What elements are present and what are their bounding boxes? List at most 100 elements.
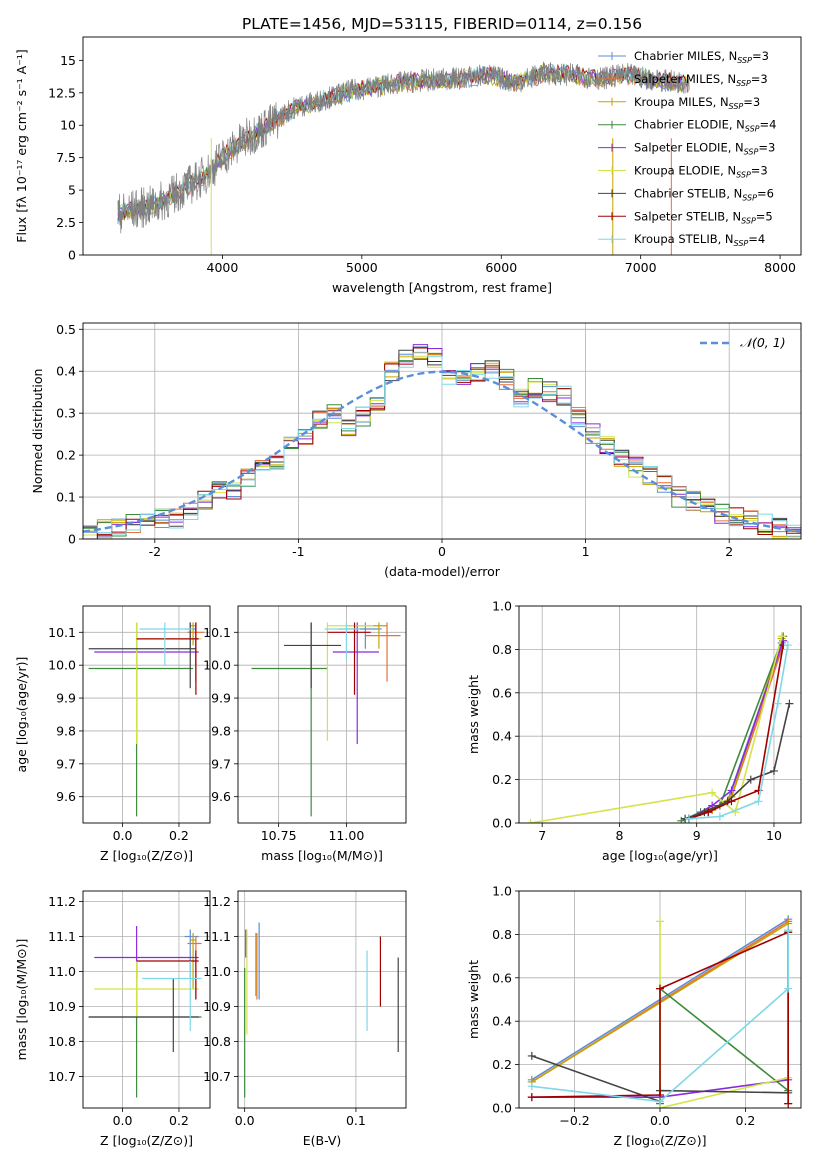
x-axis-label: Z [log₁₀(Z/Z⊙)] [614,1133,707,1148]
axes-frame-massweight_vs_age [518,605,802,824]
y-tick-label: 0.6 [492,685,512,700]
errorbars-mass_vs_ebv [244,922,399,1098]
x-axis-label: mass [log₁₀(M/M⊙)] [261,848,383,863]
legend-label: Salpeter ELODIE, NSSP=3 [634,141,775,157]
legend-label: Salpeter MILES, NSSP=3 [634,72,768,88]
x-tick-label: 5000 [346,260,378,275]
series-point-marker [677,816,686,823]
y-tick-label: 0.4 [492,1014,512,1029]
spectrum-legend: Chabrier MILES, NSSP=3 Salpeter MILES, NS… [598,49,776,248]
axes-frame-mass_vs_Z [82,890,211,1109]
y-tick-label: 0.0 [492,1101,512,1116]
legend-label: Chabrier MILES, NSSP=3 [634,49,769,65]
y-tick-label: 1.0 [492,884,512,899]
model-spectrum-line [117,66,689,220]
x-tick-label: 0.2 [169,828,189,843]
x-tick-label: 0.1 [346,1113,366,1128]
series-point-marker [769,766,778,775]
y-tick-label: 10.8 [203,1034,231,1049]
y-tick-label: 10.9 [203,999,231,1014]
y-tick-label: 11.2 [48,894,76,909]
y-axis-label: mass [log₁₀(M/M⊙)] [14,939,29,1061]
y-tick-label: 0.8 [492,927,512,942]
x-tick-label: 1 [582,544,590,559]
errorbars-mass_vs_Z [88,926,202,1098]
y-tick-label: 10.0 [48,658,76,673]
x-tick-label: 7 [538,828,546,843]
y-axis-label: Normed distribution [30,369,45,494]
gaussian-reference-line [83,370,801,533]
x-axis-label: (data-model)/error [384,564,501,579]
model-spectrum-line [117,66,689,221]
series-massweight_vs_age [526,632,794,823]
model-spectrum-line [117,68,689,223]
x-tick-label: 10 [766,828,782,843]
series-point-marker [526,819,535,823]
plots-layer: 4000 5000 6000 7000 800002.557.51012.515wave… [14,36,802,1148]
errorbars-age_vs_Z [88,622,205,817]
y-tick-label: 0 [68,248,76,263]
y-tick-label: 0.2 [492,1057,512,1072]
x-axis-label: wavelength [Angstrom, rest frame] [332,280,552,295]
series-point-marker [708,788,717,797]
legend-label: Chabrier STELIB, NSSP=6 [634,186,774,202]
y-tick-label: 10.8 [48,1034,76,1049]
y-tick-label: 15 [60,53,76,68]
y-axis-label: mass weight [466,675,481,754]
axes-residuals: -2 -1 0 1 2 0 0.1 0.2 0.3 0.4 0.5 (data-model)/erro… [30,322,801,579]
series-point-marker [784,926,793,935]
y-axis-label: age [log₁₀(age/yr)] [14,657,29,773]
series-point-marker [656,1097,664,1106]
model-spectrum-line [117,68,689,224]
series-point-marker [704,808,713,817]
y-tick-label: 0.2 [56,448,76,463]
y-tick-label: 0.6 [492,970,512,985]
axes-age_vs_mass: 10.75 11.00 9.6 9.7 9.8 9.9 10.0 10.1 mass [log₁… [203,606,406,863]
y-tick-label: 9.7 [56,756,76,771]
series-line [688,642,783,820]
x-tick-label: 0.2 [736,1113,756,1128]
y-tick-label: 9.6 [56,789,76,804]
y-tick-label: 11.2 [203,894,231,909]
y-tick-label: 9.9 [211,691,231,706]
series-point-marker [684,814,693,823]
residual-legend: 𝒩(0, 1) [700,335,786,350]
y-tick-label: 9.7 [211,756,231,771]
y-axis-label: Flux [fλ 10⁻¹⁷ erg cm⁻² s⁻¹ A⁻¹] [14,49,29,242]
y-tick-label: 10.7 [203,1069,231,1084]
y-tick-label: 10 [60,118,76,133]
series-line [531,930,789,1103]
y-tick-label: 9.8 [56,723,76,738]
x-tick-label: 8000 [764,260,796,275]
x-tick-label: 9 [693,828,701,843]
y-tick-label: 5 [68,183,76,198]
x-axis-label: Z [log₁₀(Z/Z⊙)] [100,848,193,863]
axes-age_vs_Z: 0.0 0.2 9.6 9.7 9.8 9.9 10.0 10.1 Z [log₁₀(Z/Z⊙)… [14,606,210,863]
axes-mass_vs_ebv: 0.0 0.1 10.7 10.8 10.9 11.0 11.1 11.2 E(B-V) [203,891,406,1148]
series-point-marker [773,699,782,708]
x-axis-label: Z [log₁₀(Z/Z⊙)] [100,1133,193,1148]
y-tick-label: 7.5 [56,150,76,165]
series-point-marker [783,641,792,650]
y-tick-label: 10.1 [48,625,76,640]
y-tick-label: 0.8 [492,642,512,657]
series-point-marker [527,1093,536,1102]
series-line [659,921,789,1108]
x-tick-label: -1 [292,544,304,559]
y-tick-label: 0.5 [56,322,76,337]
y-tick-label: 11.0 [203,964,231,979]
series-point-marker [784,984,793,993]
axes-frame-spectrum [82,36,802,256]
x-tick-label: 0.0 [113,1113,133,1128]
x-tick-label: 4000 [207,260,239,275]
y-tick-label: 9.8 [211,723,231,738]
y-tick-label: 0.0 [492,816,512,831]
x-tick-label: 6000 [485,260,517,275]
axes-spectrum: 4000 5000 6000 7000 8000 0 2.5 5 7.5 10 12.5 15 wave… [14,49,796,295]
x-tick-label: 7000 [625,260,657,275]
axes-mass_vs_Z: 0.0 0.2 10.7 10.8 10.9 11.0 11.1 11.2 Z [log₁₀(Z… [14,891,210,1148]
legend-label: Salpeter STELIB, NSSP=5 [634,209,773,225]
y-tick-label: 0.4 [492,729,512,744]
y-tick-label: 9.6 [211,789,231,804]
